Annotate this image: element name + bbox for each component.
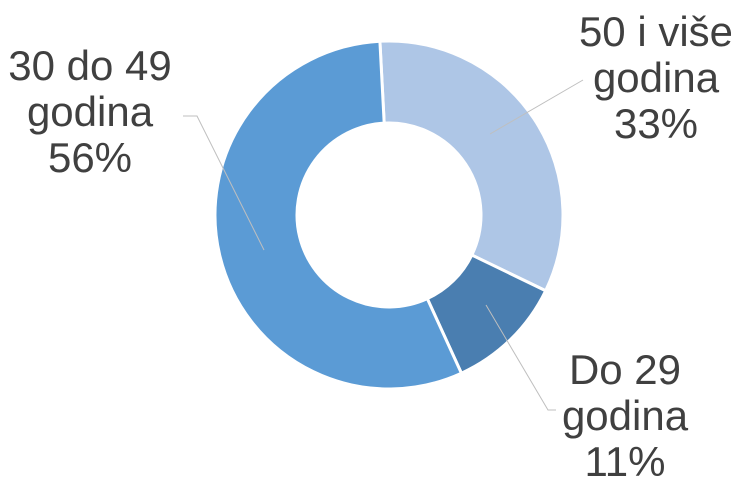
slice-category-line: godina	[562, 392, 689, 439]
slice-category-line: Do 29	[569, 346, 681, 393]
donut-slice-0	[378, 39, 565, 293]
slice-percent: 33%	[614, 100, 698, 147]
leader-line-2	[183, 115, 265, 251]
slice-label-1: Do 29 godina 11%	[562, 346, 689, 485]
slice-category-line: godina	[593, 54, 720, 101]
slices-layer	[213, 39, 565, 391]
leader-lines-layer	[183, 79, 584, 411]
slice-label-0: 50 i više godina 33%	[579, 8, 731, 147]
leader-line-0	[489, 79, 584, 135]
slice-percent: 11%	[585, 438, 666, 485]
slice-label-2: 30 do 49 godina 56%	[8, 42, 172, 181]
leader-line-1	[485, 304, 556, 411]
donut-slice-2	[213, 39, 464, 391]
slice-percent: 56%	[48, 134, 132, 181]
slice-category-line: 50 i više	[579, 8, 731, 55]
slice-category-line: 30 do 49	[8, 42, 172, 89]
labels-layer: 50 i više godina 33%Do 29 godina 11%30 do 49…	[8, 8, 731, 485]
slice-category-line: godina	[27, 88, 154, 135]
